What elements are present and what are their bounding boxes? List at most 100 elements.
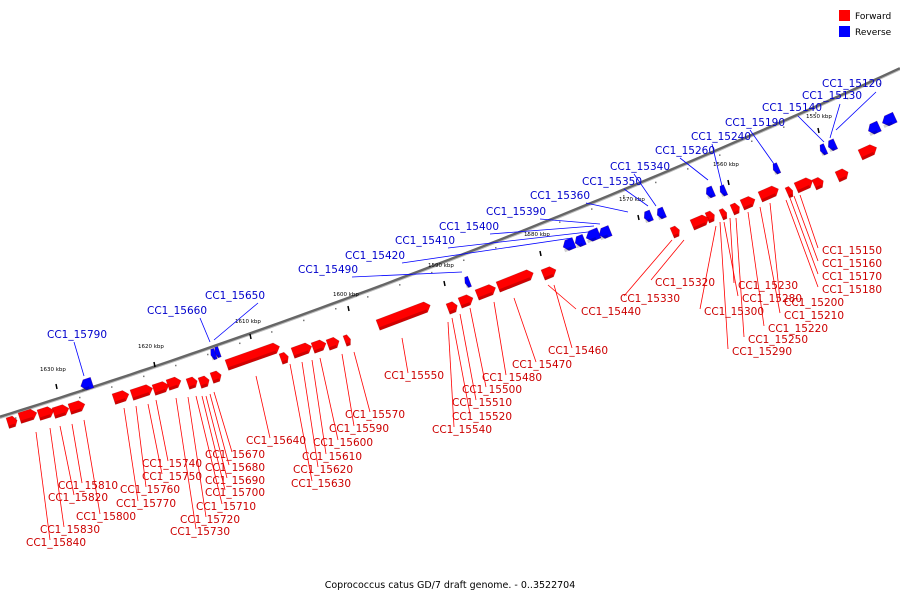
reverse-gene-label[interactable]: CC1_15350	[582, 176, 642, 188]
forward-gene-arrow[interactable]	[36, 405, 56, 421]
reverse-gene-label[interactable]: CC1_15650	[205, 290, 265, 302]
forward-gene-arrow[interactable]	[689, 213, 711, 231]
forward-gene-label[interactable]: CC1_15460	[548, 345, 608, 357]
reverse-gene-label[interactable]: CC1_15140	[762, 102, 822, 114]
forward-gene-arrow[interactable]	[278, 351, 290, 365]
forward-gene-arrow[interactable]	[704, 210, 717, 224]
forward-gene-label[interactable]: CC1_15150	[822, 245, 882, 257]
forward-gene-label[interactable]: CC1_15820	[48, 492, 108, 504]
forward-gene-arrow[interactable]	[757, 184, 781, 203]
forward-gene-arrow[interactable]	[129, 383, 154, 401]
forward-gene-label[interactable]: CC1_15170	[822, 271, 882, 283]
forward-gene-label[interactable]: CC1_15720	[180, 514, 240, 526]
forward-gene-label[interactable]: CC1_15810	[58, 480, 118, 492]
forward-gene-label[interactable]: CC1_15320	[655, 277, 715, 289]
reverse-gene-label[interactable]: CC1_15190	[725, 117, 785, 129]
reverse-gene-arrow[interactable]	[597, 225, 613, 241]
forward-gene-arrow[interactable]	[457, 293, 475, 309]
forward-gene-arrow[interactable]	[165, 375, 183, 391]
forward-gene-arrow[interactable]	[540, 265, 558, 281]
reverse-gene-arrow[interactable]	[79, 376, 95, 392]
forward-gene-arrow[interactable]	[474, 283, 498, 301]
forward-gene-label[interactable]: CC1_15480	[482, 372, 542, 384]
reverse-gene-arrow[interactable]	[826, 138, 839, 153]
forward-gene-label[interactable]: CC1_15830	[40, 524, 100, 536]
forward-gene-label[interactable]: CC1_15840	[26, 537, 86, 549]
forward-gene-arrow[interactable]	[811, 176, 826, 191]
forward-gene-label[interactable]: CC1_15740	[142, 458, 202, 470]
forward-gene-label[interactable]: CC1_15500	[462, 384, 522, 396]
forward-gene-label[interactable]: CC1_15520	[452, 411, 512, 423]
forward-gene-arrow[interactable]	[375, 300, 432, 331]
forward-gene-arrow[interactable]	[185, 376, 199, 390]
forward-gene-label[interactable]: CC1_15600	[313, 437, 373, 449]
forward-gene-label[interactable]: CC1_15300	[704, 306, 764, 318]
forward-gene-label[interactable]: CC1_15700	[205, 487, 265, 499]
forward-gene-arrow[interactable]	[209, 370, 223, 384]
forward-gene-label[interactable]: CC1_15750	[142, 471, 202, 483]
forward-gene-arrow[interactable]	[5, 415, 19, 429]
forward-gene-arrow[interactable]	[718, 208, 729, 221]
reverse-gene-label[interactable]: CC1_15660	[147, 305, 207, 317]
reverse-gene-label[interactable]: CC1_15240	[691, 131, 751, 143]
forward-gene-arrow[interactable]	[17, 408, 38, 424]
reverse-gene-arrow[interactable]	[463, 275, 472, 289]
forward-gene-arrow[interactable]	[290, 341, 314, 359]
reverse-gene-arrow[interactable]	[561, 237, 577, 253]
reverse-gene-label[interactable]: CC1_15410	[395, 235, 455, 247]
forward-gene-arrow[interactable]	[445, 300, 459, 315]
reverse-gene-label[interactable]: CC1_15420	[345, 250, 405, 262]
forward-gene-label[interactable]: CC1_15770	[116, 498, 176, 510]
forward-gene-label[interactable]: CC1_15690	[205, 475, 265, 487]
reverse-gene-arrow[interactable]	[584, 227, 602, 244]
reverse-gene-label[interactable]: CC1_15790	[47, 329, 107, 341]
forward-gene-label[interactable]: CC1_15230	[738, 280, 798, 292]
forward-gene-label[interactable]: CC1_15510	[452, 397, 512, 409]
forward-gene-arrow[interactable]	[342, 334, 352, 347]
forward-gene-arrow[interactable]	[67, 399, 87, 415]
reverse-gene-arrow[interactable]	[573, 233, 587, 249]
forward-gene-arrow[interactable]	[310, 338, 328, 354]
forward-gene-arrow[interactable]	[197, 375, 211, 389]
forward-gene-arrow[interactable]	[739, 194, 757, 211]
forward-gene-label[interactable]: CC1_15730	[170, 526, 230, 538]
forward-gene-arrow[interactable]	[325, 336, 341, 351]
forward-gene-label[interactable]: CC1_15250	[748, 334, 808, 346]
forward-gene-label[interactable]: CC1_15210	[784, 310, 844, 322]
forward-gene-label[interactable]: CC1_15620	[293, 464, 353, 476]
reverse-gene-label[interactable]: CC1_15400	[439, 221, 499, 233]
reverse-gene-label[interactable]: CC1_15130	[802, 90, 862, 102]
reverse-gene-arrow[interactable]	[771, 162, 782, 176]
forward-gene-label[interactable]: CC1_15760	[120, 484, 180, 496]
forward-gene-arrow[interactable]	[669, 225, 682, 239]
forward-gene-label[interactable]: CC1_15590	[329, 423, 389, 435]
reverse-gene-label[interactable]: CC1_15260	[655, 145, 715, 157]
reverse-gene-label[interactable]: CC1_15390	[486, 206, 546, 218]
forward-gene-label[interactable]: CC1_15800	[76, 511, 136, 523]
reverse-gene-label[interactable]: CC1_15120	[822, 78, 882, 90]
forward-gene-label[interactable]: CC1_15160	[822, 258, 882, 270]
forward-gene-arrow[interactable]	[151, 380, 171, 396]
forward-gene-label[interactable]: CC1_15610	[302, 451, 362, 463]
forward-gene-label[interactable]: CC1_15200	[784, 297, 844, 309]
forward-gene-label[interactable]: CC1_15440	[581, 306, 641, 318]
forward-gene-label[interactable]: CC1_15540	[432, 424, 492, 436]
forward-gene-arrow[interactable]	[111, 389, 131, 405]
forward-gene-label[interactable]: CC1_15550	[384, 370, 444, 382]
forward-gene-label[interactable]: CC1_15290	[732, 346, 792, 358]
reverse-gene-arrow[interactable]	[642, 209, 654, 224]
reverse-gene-label[interactable]: CC1_15360	[530, 190, 590, 202]
forward-gene-label[interactable]: CC1_15180	[822, 284, 882, 296]
forward-gene-arrow[interactable]	[834, 167, 850, 183]
forward-gene-label[interactable]: CC1_15670	[205, 449, 265, 461]
reverse-gene-label[interactable]: CC1_15490	[298, 264, 358, 276]
reverse-gene-arrow[interactable]	[704, 185, 717, 200]
forward-gene-label[interactable]: CC1_15640	[246, 435, 306, 447]
reverse-gene-arrow[interactable]	[866, 120, 882, 137]
forward-gene-label[interactable]: CC1_15220	[768, 323, 828, 335]
forward-gene-label[interactable]: CC1_15470	[512, 359, 572, 371]
reverse-gene-label[interactable]: CC1_15340	[610, 161, 670, 173]
reverse-gene-arrow[interactable]	[655, 206, 667, 221]
forward-gene-arrow[interactable]	[224, 341, 281, 371]
reverse-gene-arrow[interactable]	[818, 143, 829, 157]
